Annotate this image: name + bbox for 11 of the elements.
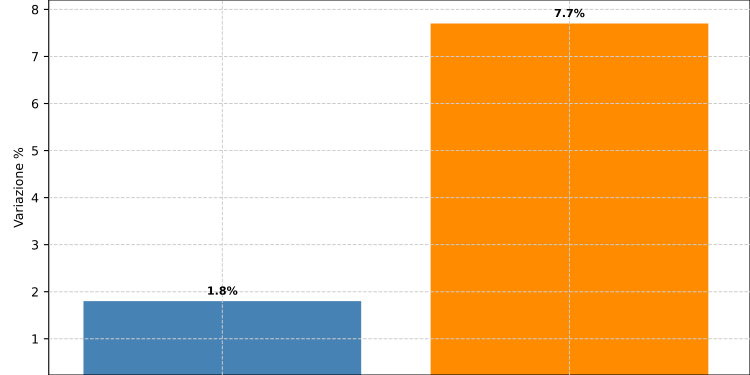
data-label: 1.8% <box>208 286 238 295</box>
y-tick-label: 8 <box>32 4 38 14</box>
y-tick-label: 5 <box>32 146 38 156</box>
y-tick-label: 6 <box>32 98 38 108</box>
y-tick-label: 2 <box>32 287 38 296</box>
y-tick-label: 3 <box>32 240 38 250</box>
y-tick-label: 7 <box>32 52 38 62</box>
y-tick-label: 4 <box>32 193 38 202</box>
y-axis-title: Variazione % <box>13 148 24 228</box>
data-label: 7.7% <box>554 8 585 18</box>
y-tick-label: 1 <box>32 334 38 344</box>
